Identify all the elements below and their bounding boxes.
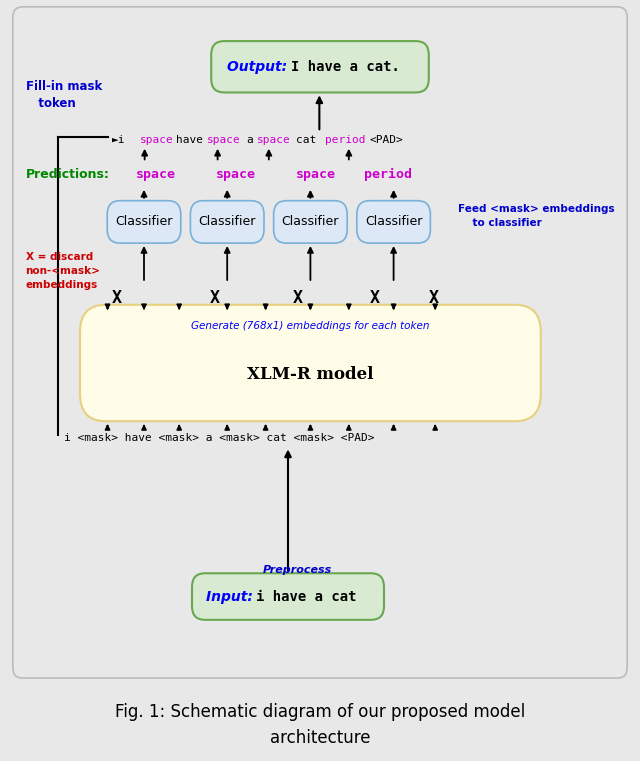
- FancyBboxPatch shape: [211, 41, 429, 92]
- Text: cat: cat: [296, 135, 317, 145]
- Text: <PAD>: <PAD>: [370, 135, 404, 145]
- Text: X: X: [369, 289, 380, 307]
- FancyBboxPatch shape: [192, 573, 384, 619]
- Text: Fig. 1: Schematic diagram of our proposed model: Fig. 1: Schematic diagram of our propose…: [115, 702, 525, 721]
- Text: Fill-in mask
   token: Fill-in mask token: [26, 79, 102, 110]
- Text: Preprocess: Preprocess: [262, 565, 332, 575]
- Text: i have a cat: i have a cat: [256, 590, 356, 603]
- Text: space: space: [296, 168, 336, 181]
- Text: XLM-R model: XLM-R model: [247, 366, 374, 383]
- Text: have: have: [176, 135, 203, 145]
- Text: space: space: [136, 168, 175, 181]
- Text: i <mask> have <mask> a <mask> cat <mask> <PAD>: i <mask> have <mask> a <mask> cat <mask>…: [64, 433, 374, 444]
- Text: Classifier: Classifier: [365, 215, 422, 228]
- Text: ►i: ►i: [112, 135, 125, 145]
- FancyBboxPatch shape: [191, 201, 264, 244]
- Text: X: X: [209, 289, 220, 307]
- Text: X: X: [429, 289, 439, 307]
- Text: space: space: [257, 135, 291, 145]
- FancyBboxPatch shape: [274, 201, 347, 244]
- Text: Classifier: Classifier: [198, 215, 256, 228]
- Text: Classifier: Classifier: [115, 215, 173, 228]
- Text: Output:: Output:: [227, 60, 292, 74]
- Text: space: space: [216, 168, 257, 181]
- Text: Generate (768x1) embeddings for each token: Generate (768x1) embeddings for each tok…: [191, 320, 429, 331]
- Text: X = discard
non-<mask>
embeddings: X = discard non-<mask> embeddings: [26, 252, 100, 289]
- Text: space: space: [140, 135, 173, 145]
- FancyBboxPatch shape: [357, 201, 430, 244]
- Text: a: a: [246, 135, 253, 145]
- Text: Predictions:: Predictions:: [26, 168, 109, 181]
- Text: Classifier: Classifier: [282, 215, 339, 228]
- Text: space: space: [207, 135, 241, 145]
- Text: Feed <mask> embeddings
    to classifier: Feed <mask> embeddings to classifier: [458, 204, 614, 228]
- FancyBboxPatch shape: [13, 7, 627, 678]
- Text: X: X: [292, 289, 303, 307]
- Text: Input:: Input:: [206, 590, 258, 603]
- Text: period: period: [325, 135, 365, 145]
- Text: architecture: architecture: [269, 729, 371, 747]
- Text: I have a cat.: I have a cat.: [291, 60, 400, 74]
- FancyBboxPatch shape: [80, 304, 541, 421]
- FancyBboxPatch shape: [108, 201, 181, 244]
- Text: X: X: [112, 289, 122, 307]
- Text: period: period: [364, 168, 412, 181]
